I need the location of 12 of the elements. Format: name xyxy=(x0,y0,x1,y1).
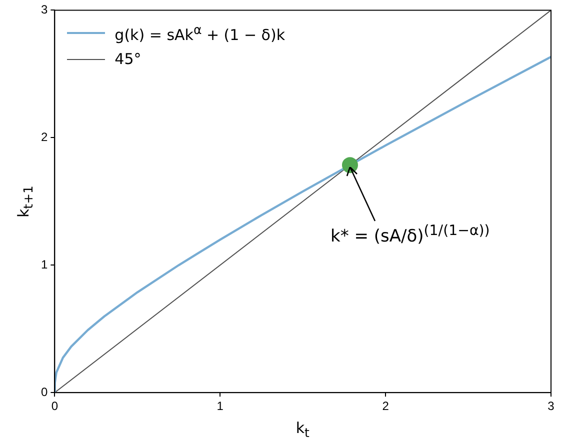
y-tick-label: 1 xyxy=(40,257,48,272)
x-tick-label: 3 xyxy=(548,399,555,414)
x-tick-label: 2 xyxy=(382,399,390,414)
legend-label: 45° xyxy=(114,50,142,68)
legend-label: g(k) = sAk$^{α}$ + (1 − δ)k xyxy=(114,22,286,44)
y-tick-label: 3 xyxy=(40,2,48,17)
x-axis-title: k$_{t}$ xyxy=(296,418,310,440)
annotation: k* = (sA/δ)$^{(1/(1−α))}$ xyxy=(330,223,490,247)
x-tick-label: 1 xyxy=(216,399,224,414)
x-tick-label: 0 xyxy=(51,399,58,414)
y-tick-label: 2 xyxy=(40,130,48,144)
y-tick-label: 0 xyxy=(40,384,48,399)
